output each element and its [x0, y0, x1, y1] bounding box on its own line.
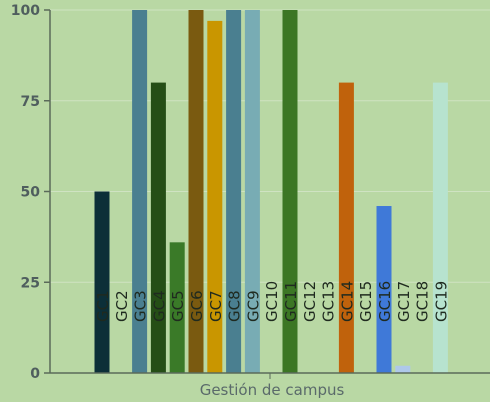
category-label: GC8 — [226, 290, 244, 322]
category-label: GC17 — [395, 281, 413, 322]
y-tick-label: 0 — [30, 366, 40, 382]
bar-gc16 — [376, 206, 392, 373]
y-tick-label: 50 — [21, 185, 41, 201]
category-label: GC13 — [320, 281, 338, 322]
bar-gc6 — [188, 10, 204, 373]
bar-gc14 — [338, 82, 354, 373]
bar-gc9 — [244, 10, 260, 373]
bars — [94, 10, 448, 373]
category-label: GC4 — [150, 290, 168, 322]
category-label: GC7 — [207, 290, 225, 322]
category-label: GC12 — [301, 281, 319, 322]
y-tick-label: 25 — [21, 275, 40, 291]
bar-gc7 — [207, 20, 223, 373]
bar-gc19 — [432, 82, 448, 373]
category-label: GC5 — [169, 290, 187, 322]
bar-gc4 — [150, 82, 166, 373]
y-axis: 0 25 50 75 100 — [11, 3, 51, 382]
bar-gc5 — [169, 242, 185, 373]
category-label: GC19 — [432, 281, 450, 322]
bar-gc3 — [132, 10, 148, 373]
category-label: GC14 — [338, 281, 356, 322]
y-tick-label: 75 — [21, 94, 40, 110]
category-label: GC10 — [263, 281, 281, 322]
category-label: GC6 — [188, 290, 206, 322]
category-label: GC16 — [376, 281, 394, 322]
bar-gc11 — [282, 10, 298, 373]
category-label: GC11 — [282, 281, 300, 322]
bar-gc1 — [94, 191, 110, 373]
category-label: GC1 — [94, 290, 112, 322]
grid-lines — [50, 9, 490, 283]
category-label: GC15 — [357, 281, 375, 322]
category-label: GC3 — [132, 290, 150, 322]
bar-gc17 — [395, 365, 411, 373]
category-label: GC9 — [244, 290, 262, 322]
category-label: GC18 — [414, 281, 432, 322]
bar-gc8 — [226, 10, 242, 373]
x-axis-label: Gestión de campus — [200, 381, 345, 399]
category-label: GC2 — [113, 290, 131, 322]
y-tick-label: 100 — [11, 3, 40, 19]
category-labels: GC1 GC2 GC3 GC4 GC5 GC6 GC7 GC8 GC9 GC10 GC11 GC12 G… — [94, 281, 450, 322]
